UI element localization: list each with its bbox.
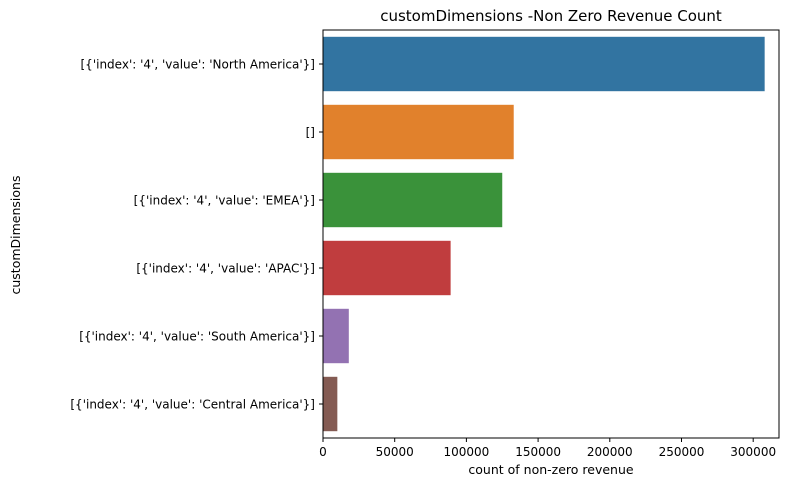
- bar: [323, 240, 451, 296]
- y-axis: [{'index': '4', 'value': 'North America'…: [70, 58, 323, 412]
- chart-title: customDimensions -Non Zero Revenue Count: [380, 7, 722, 25]
- x-tick-label: 50000: [376, 445, 414, 459]
- bars-layer: [323, 36, 765, 432]
- x-tick-label: 150000: [515, 445, 561, 459]
- x-tick-label: 200000: [587, 445, 633, 459]
- y-tick-label: [{'index': '4', 'value': 'Central Americ…: [70, 398, 315, 412]
- y-tick-label: [{'index': '4', 'value': 'EMEA'}]: [134, 194, 315, 208]
- x-tick-label: 100000: [443, 445, 489, 459]
- y-tick-label: [{'index': '4', 'value': 'APAC'}]: [136, 262, 315, 276]
- x-axis-label: count of non-zero revenue: [468, 462, 633, 477]
- x-tick-label: 0: [319, 445, 327, 459]
- x-axis: 0 50000 100000 150000 200000 250000 300000: [319, 438, 776, 459]
- bar: [323, 172, 503, 228]
- x-tick-label: 300000: [730, 445, 776, 459]
- bar: [323, 308, 349, 364]
- bar: [323, 104, 514, 160]
- y-tick-label: [{'index': '4', 'value': 'South America'…: [79, 330, 315, 344]
- plot-frame: [322, 29, 780, 439]
- y-axis-label: customDimensions: [8, 176, 23, 295]
- bar: [323, 376, 338, 432]
- x-tick-label: 250000: [659, 445, 705, 459]
- bar: [323, 36, 765, 92]
- y-tick-label: []: [306, 126, 315, 140]
- y-tick-label: [{'index': '4', 'value': 'North America'…: [81, 58, 316, 72]
